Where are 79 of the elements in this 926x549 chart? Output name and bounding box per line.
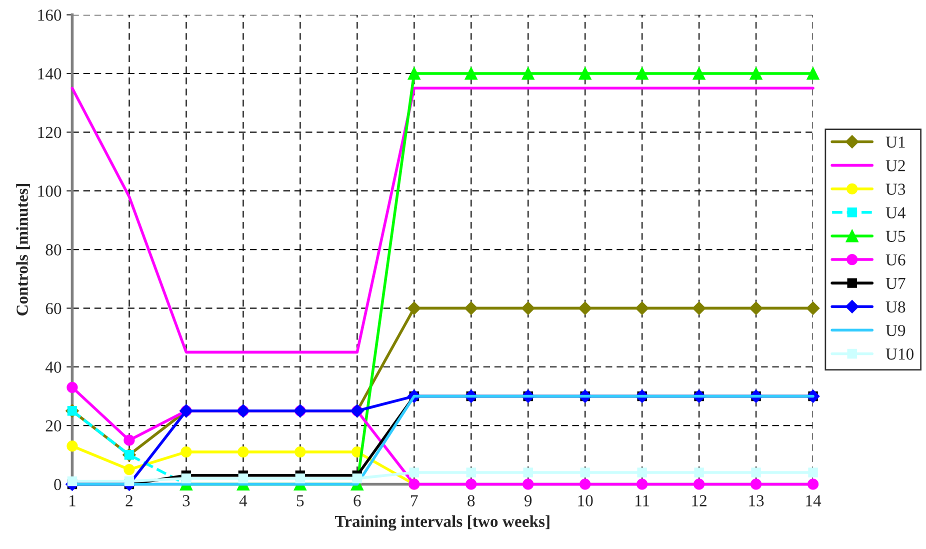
point <box>578 302 592 315</box>
point <box>295 473 306 484</box>
x-tick-label: 10 <box>578 495 593 506</box>
point <box>750 67 762 80</box>
point <box>522 302 535 315</box>
point <box>806 302 820 315</box>
y-tick-label: 160 <box>38 10 62 21</box>
x-tick-label: 8 <box>468 495 475 506</box>
point <box>806 67 820 80</box>
y-axis-title: Controls [minutes] <box>16 184 30 316</box>
point <box>352 473 362 484</box>
point <box>636 478 648 490</box>
y-tick-label: 80 <box>46 244 62 256</box>
x-tick-label: 9 <box>524 495 532 506</box>
point <box>408 302 421 315</box>
point <box>750 478 762 490</box>
point <box>124 464 135 476</box>
point <box>807 478 819 490</box>
legend-label: U9 <box>886 324 906 336</box>
point <box>522 478 534 490</box>
x-tick-label: 7 <box>411 495 418 506</box>
point <box>749 302 763 315</box>
point <box>466 478 477 490</box>
legend-label: U10 <box>886 348 914 360</box>
point <box>464 67 478 80</box>
point <box>578 67 592 80</box>
point <box>238 473 248 484</box>
point <box>124 434 135 446</box>
point <box>751 468 761 478</box>
point <box>67 476 78 486</box>
point <box>66 382 78 393</box>
y-tick-label: 0 <box>54 478 62 490</box>
x-tick-label: 4 <box>239 495 248 506</box>
y-tick-label: 60 <box>46 302 62 314</box>
y-tick-label: 20 <box>46 420 62 432</box>
legend-label: U1 <box>886 136 905 148</box>
x-tick-label: 5 <box>296 495 304 506</box>
legend-label: U5 <box>886 230 906 242</box>
point <box>580 478 591 490</box>
legend-label: U2 <box>886 160 905 172</box>
y-tick-label: 40 <box>45 362 62 373</box>
x-tick-label: 2 <box>126 495 132 506</box>
point <box>408 67 420 80</box>
legend-label: U6 <box>886 254 906 266</box>
point <box>692 302 706 315</box>
legend-label: U4 <box>886 207 906 218</box>
x-axis-title: Training intervals [two weeks] <box>334 515 550 531</box>
point <box>66 440 78 452</box>
point <box>636 67 648 80</box>
point <box>808 468 818 478</box>
y-tick-label: 120 <box>38 126 62 138</box>
y-tick-label: 140 <box>38 68 62 80</box>
x-tick-label: 1 <box>70 495 76 506</box>
point <box>124 476 134 486</box>
point <box>523 468 533 478</box>
point <box>694 478 705 490</box>
x-tick-label: 12 <box>692 495 706 506</box>
point <box>464 302 478 315</box>
point <box>466 468 476 478</box>
x-tick-label: 6 <box>354 495 361 506</box>
point <box>522 67 534 80</box>
legend-label: U8 <box>886 301 906 313</box>
legend-label: U3 <box>886 184 906 195</box>
point <box>694 468 704 478</box>
x-tick-label: 11 <box>636 495 650 506</box>
y-tick-label: 100 <box>38 186 62 197</box>
point <box>238 446 249 458</box>
x-tick-label: 14 <box>806 495 822 506</box>
point <box>637 468 647 478</box>
x-tick-label: 3 <box>182 495 190 506</box>
point <box>580 468 590 478</box>
x-tick-label: 13 <box>749 495 764 506</box>
point <box>635 302 649 315</box>
point <box>692 67 706 80</box>
legend-label: U7 <box>886 278 906 290</box>
point <box>409 468 419 478</box>
point <box>294 446 306 458</box>
point <box>180 446 192 458</box>
point <box>181 473 192 484</box>
